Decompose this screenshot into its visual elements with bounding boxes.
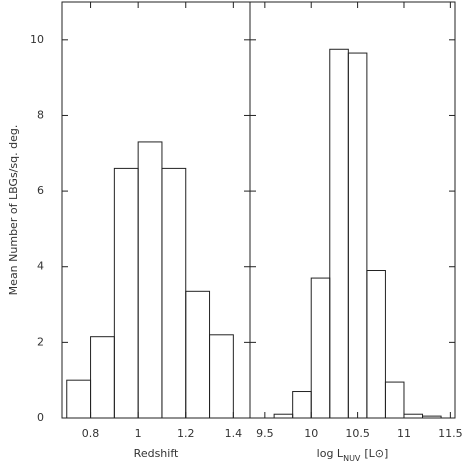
x-axis-label: Redshift [134,447,179,460]
histogram-bar [310,277,331,419]
x-tick-label: 11 [397,427,411,440]
histogram-bar [329,48,349,419]
histogram-bar [422,415,442,419]
plot-frame [249,1,456,419]
histogram-bar [66,379,92,419]
x-axis-label-unit: [L⊙] [364,447,388,460]
x-axis-label-main: log L [317,447,344,460]
y-tick-label: 6 [37,184,44,197]
histogram-bar [403,413,424,419]
histogram-bar [366,270,386,419]
y-tick-label: 2 [37,335,44,348]
histogram-bar [347,52,368,419]
histogram-bar [137,141,163,419]
x-tick-label: 1.2 [177,427,195,440]
histogram-bar [273,413,294,419]
histogram-bar [185,290,211,419]
y-tick-label: 0 [37,411,44,424]
x-tick-label: 0.8 [82,427,100,440]
x-tick-label: 1.4 [225,427,243,440]
x-axis-label: log LNUV [L⊙] [317,447,389,463]
histogram-bar [90,336,115,419]
x-tick-label: 10.5 [345,427,370,440]
x-tick-label: 11.5 [438,427,463,440]
histogram-bar [113,167,139,419]
histogram-bar [209,334,234,419]
histogram-bar [384,381,405,419]
y-tick-label: 4 [37,260,44,273]
x-tick-label: 1 [135,427,142,440]
y-tick-label: 8 [37,108,44,121]
x-tick-label: 10 [304,427,318,440]
x-tick-label: 9.5 [256,427,274,440]
histogram-bar [292,391,312,419]
y-axis-label: Mean Number of LBGs/sq. deg. [7,125,20,296]
y-tick-label: 10 [30,33,44,46]
x-axis-label-sub: NUV [343,454,361,463]
histogram-bar [161,167,187,419]
